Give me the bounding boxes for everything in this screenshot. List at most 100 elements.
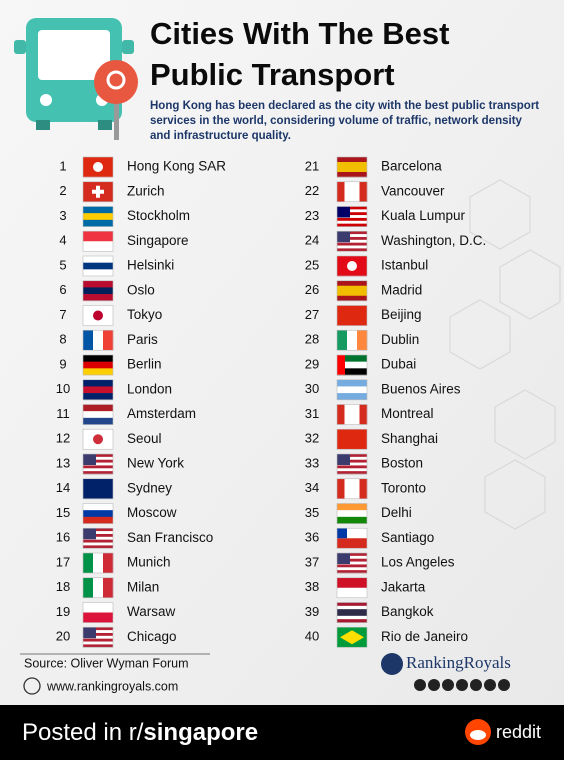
flag-stripe: [83, 627, 113, 631]
rank: 4: [59, 233, 66, 248]
flag-stripe: [337, 510, 367, 518]
flag-stripe: [337, 231, 367, 235]
ranking-row: 2 Zurich: [59, 181, 165, 203]
flag-border: [82, 527, 114, 549]
flag-stripe: [83, 361, 113, 369]
flag: [336, 255, 368, 277]
flag-stripe: [103, 577, 114, 598]
flag-stripe: [337, 609, 367, 613]
subtitle-line: and infrastructure quality.: [150, 130, 291, 142]
flag-stripe: [337, 555, 367, 560]
flag-stripe: [83, 231, 113, 242]
ranking-row: 10 London: [56, 379, 172, 401]
flag-stripe: [337, 157, 367, 163]
flag-stripe: [337, 503, 367, 511]
ranking-row: 29 Dubai: [305, 354, 416, 376]
rank: 39: [305, 604, 319, 619]
flag: [336, 478, 368, 500]
ranking-row: 3 Stockholm: [59, 206, 190, 227]
city: Paris: [127, 332, 158, 347]
flag-stripe: [352, 181, 360, 202]
flag-stripe: [93, 577, 104, 598]
ranking-row: 40 Rio de Janeiro: [305, 626, 468, 648]
city: Dubai: [381, 357, 416, 372]
flag-stripe: [83, 368, 113, 376]
flag: [82, 181, 114, 203]
website: www.rankingroyals.com: [46, 679, 178, 693]
flag-stripe: [83, 478, 113, 500]
flag-border: [82, 280, 114, 302]
rank: 19: [56, 604, 70, 619]
flag-stripe: [83, 287, 113, 295]
flag-stripe: [337, 459, 367, 463]
rank: 23: [305, 208, 319, 223]
flag-stripe: [83, 632, 113, 637]
city: New York: [127, 456, 184, 471]
flag-border: [336, 280, 368, 302]
flag-stripe: [83, 533, 113, 538]
flag-stripe: [352, 404, 360, 425]
flag-stripe: [83, 294, 113, 302]
flag-canton: [337, 206, 350, 218]
flag-stripe: [337, 454, 367, 458]
flag: [82, 280, 114, 302]
city: Barcelona: [381, 159, 442, 174]
flag: [336, 305, 368, 326]
flag-border: [336, 329, 368, 351]
subtitle-line: services in the world, considering volum…: [150, 115, 523, 127]
ranking-row: 32 Shanghai: [305, 428, 438, 450]
flag: [82, 255, 114, 277]
flag-stripe: [83, 641, 113, 645]
city: Dublin: [381, 332, 419, 347]
city: Beijing: [381, 307, 422, 322]
rank: 11: [56, 406, 70, 421]
flag-canton: [83, 627, 96, 639]
flag-border: [336, 428, 368, 450]
flag-border: [82, 255, 114, 277]
flag-stripe: [337, 290, 367, 297]
city: Rio de Janeiro: [381, 629, 468, 644]
ranking-row: 31 Montreal: [305, 404, 434, 425]
city: Sydney: [127, 480, 172, 495]
flag-stripe: [83, 411, 113, 419]
flag: [82, 428, 114, 450]
rank: 5: [59, 257, 66, 272]
ranking-row: 5 Helsinki: [59, 255, 174, 277]
flag-emblem: [92, 189, 104, 194]
city: San Francisco: [127, 530, 213, 545]
flag-stripe: [83, 539, 113, 543]
flag-canton: [83, 528, 96, 540]
flag-stripe: [83, 456, 113, 461]
flag: [82, 305, 114, 326]
flag-border: [336, 602, 368, 623]
flag-stripe: [83, 454, 113, 458]
ranking-row: 1 Hong Kong SAR: [59, 156, 226, 178]
rank: 14: [56, 480, 70, 495]
rank: 16: [56, 530, 70, 545]
rank: 31: [305, 406, 319, 421]
flag-stripe: [337, 285, 367, 292]
rank: 1: [59, 158, 66, 173]
flag-canton: [83, 454, 96, 465]
flag-stripe: [337, 167, 367, 173]
flag-stripe: [337, 379, 367, 387]
flag: [82, 527, 114, 549]
ranking-row: 7 Tokyo: [59, 305, 162, 326]
ranking-row: 39 Bangkok: [305, 602, 434, 623]
flag-stripe: [83, 213, 113, 221]
ranking-row: 6 Oslo: [59, 280, 155, 302]
flag-stripe: [337, 245, 367, 249]
flag-border: [82, 156, 114, 178]
rank: 36: [305, 530, 319, 545]
flag-border: [336, 354, 368, 376]
flag-stripe: [344, 478, 353, 499]
ranking-row: 21 Barcelona: [305, 156, 442, 178]
flag-border: [82, 305, 114, 326]
city: Helsinki: [127, 258, 174, 273]
flag: [82, 156, 114, 178]
subreddit: singapore: [143, 719, 258, 746]
rank: 35: [305, 505, 319, 520]
city: Kuala Lumpur: [381, 208, 466, 223]
